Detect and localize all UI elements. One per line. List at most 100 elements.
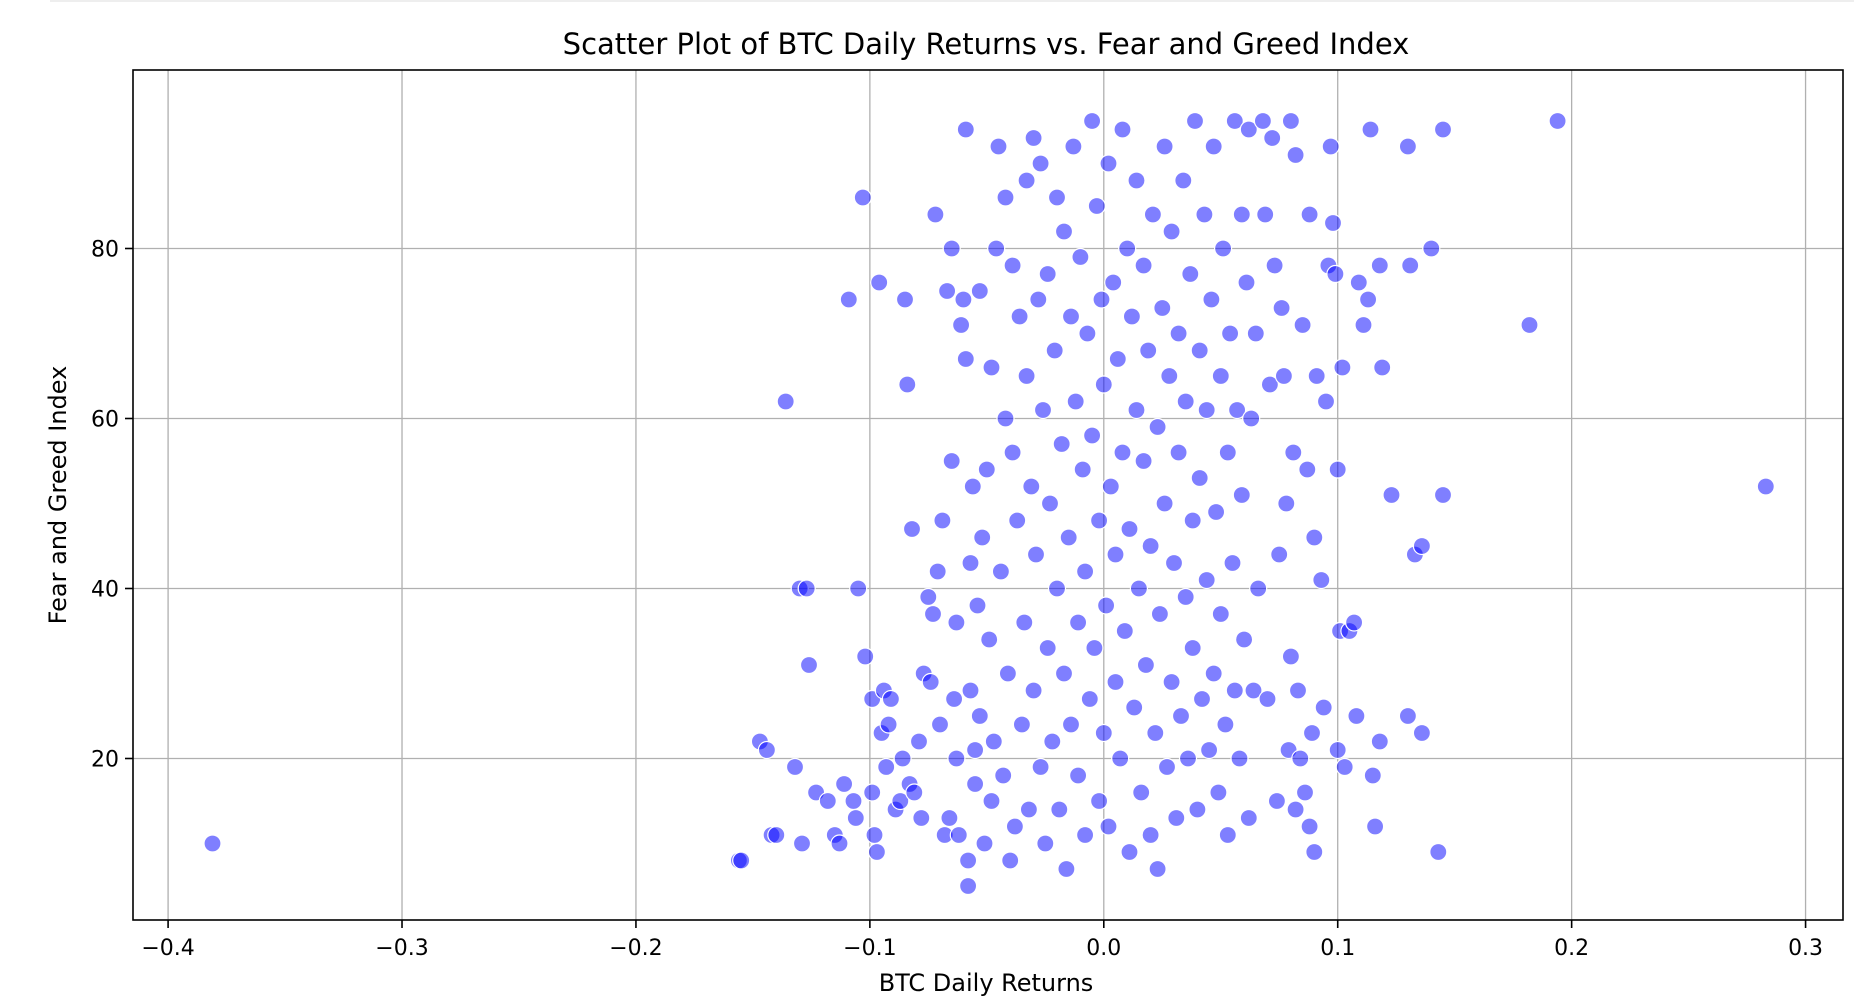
data-point — [1204, 137, 1223, 156]
data-point — [1087, 196, 1106, 216]
data-point — [1316, 392, 1336, 411]
data-point — [1111, 749, 1130, 768]
data-point — [1321, 137, 1340, 156]
data-point — [1286, 800, 1305, 819]
data-point — [1134, 451, 1153, 471]
data-point — [1291, 749, 1310, 768]
data-point — [942, 451, 961, 471]
data-point — [1185, 111, 1205, 131]
data-point — [1520, 315, 1539, 335]
data-point — [970, 706, 989, 726]
data-point — [923, 604, 943, 624]
data-point — [1141, 825, 1160, 845]
data-point — [1068, 613, 1088, 632]
data-point — [830, 834, 849, 853]
data-point — [912, 808, 931, 828]
data-point — [895, 290, 915, 309]
data-point — [961, 681, 980, 700]
data-point — [996, 409, 1015, 428]
data-point — [1094, 723, 1113, 743]
data-point — [1281, 111, 1301, 131]
data-point — [1017, 366, 1036, 386]
data-point — [1043, 732, 1062, 751]
data-point — [1326, 264, 1345, 284]
data-point — [961, 553, 980, 573]
data-point — [1059, 528, 1078, 547]
data-point — [1274, 366, 1294, 386]
data-point — [1197, 400, 1216, 420]
data-point — [1031, 154, 1050, 173]
data-point — [1127, 171, 1146, 190]
data-point — [1260, 375, 1280, 394]
data-point — [949, 825, 968, 845]
data-point — [1024, 681, 1043, 700]
data-point — [982, 358, 1001, 377]
data-point — [1237, 273, 1256, 292]
data-point — [1272, 298, 1291, 318]
data-point — [1171, 706, 1191, 726]
data-point — [767, 825, 786, 845]
data-point — [1183, 511, 1202, 530]
x-axis-label: BTC Daily Returns — [879, 969, 1094, 997]
data-point — [1211, 604, 1230, 624]
data-point — [785, 757, 805, 777]
data-point — [839, 290, 858, 309]
data-point — [1134, 256, 1153, 275]
data-point — [865, 825, 884, 845]
data-point — [905, 783, 924, 802]
data-point — [1288, 681, 1308, 700]
axis-ticks: −0.4 −0.3 −0.2 −0.1 0.0 0.1 0.2 0.3 20 40 60 80 — [91, 238, 1823, 962]
data-point — [928, 562, 947, 581]
data-point — [1361, 120, 1380, 139]
data-point — [1157, 757, 1177, 777]
data-point — [1265, 256, 1284, 275]
data-point — [799, 655, 819, 675]
data-point — [898, 375, 917, 394]
data-point — [919, 587, 938, 607]
data-point — [944, 689, 964, 709]
data-point — [1024, 128, 1043, 148]
data-point — [958, 876, 978, 896]
data-point — [1227, 400, 1247, 420]
data-point — [1335, 757, 1354, 777]
data-point — [776, 392, 795, 411]
data-point — [1305, 842, 1324, 862]
x-tick-label: −0.1 — [843, 936, 896, 961]
data-point — [1082, 426, 1102, 445]
data-point — [947, 613, 966, 632]
data-point — [1132, 783, 1151, 802]
data-point — [1197, 570, 1216, 590]
chart-title: Scatter Plot of BTC Daily Returns vs. Fe… — [563, 27, 1410, 61]
data-point — [1057, 859, 1076, 879]
data-point — [1253, 111, 1273, 131]
data-point — [797, 579, 816, 598]
data-point — [1333, 358, 1352, 377]
data-point — [1104, 273, 1123, 292]
data-point — [1398, 137, 1418, 156]
data-point — [1150, 604, 1170, 624]
data-point — [1101, 477, 1120, 496]
data-point — [982, 791, 1001, 811]
data-point — [1242, 409, 1261, 428]
data-point — [203, 834, 222, 853]
data-point — [1141, 536, 1160, 556]
data-point — [1113, 120, 1132, 139]
data-point — [1125, 698, 1144, 717]
data-point — [1277, 494, 1296, 513]
data-point — [1300, 817, 1319, 836]
data-point — [1153, 298, 1172, 318]
data-point — [956, 349, 975, 369]
x-tick-label: −0.4 — [141, 936, 194, 961]
data-point — [846, 808, 865, 828]
data-point — [963, 477, 982, 496]
data-point — [1281, 647, 1301, 666]
x-tick-label: 0.3 — [1788, 936, 1823, 961]
data-point — [1094, 375, 1113, 394]
data-point — [1373, 358, 1392, 377]
data-point — [1115, 621, 1134, 641]
data-point — [1089, 511, 1109, 530]
y-tick-label: 20 — [91, 748, 119, 773]
data-point — [1155, 494, 1174, 513]
data-point — [1216, 715, 1235, 734]
data-point — [1429, 842, 1448, 862]
